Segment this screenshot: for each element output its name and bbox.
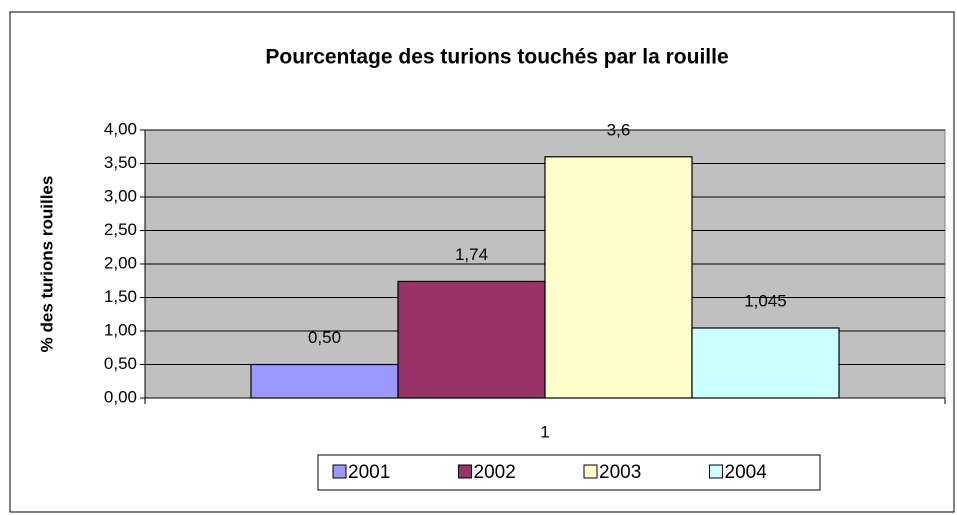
- x-tick-label: 1: [540, 422, 549, 441]
- y-tick-label: 0,50: [104, 354, 137, 373]
- y-tick-label: 1,00: [104, 320, 137, 339]
- y-tick-label: 4,00: [104, 119, 137, 138]
- legend-label: 2002: [474, 462, 516, 483]
- y-axis-label: % des turions rouilles: [37, 176, 56, 353]
- legend-swatch: [709, 464, 723, 479]
- bar: [250, 363, 399, 399]
- bar: [397, 280, 546, 399]
- y-tick-label: 3,00: [104, 186, 137, 205]
- legend-swatch: [458, 464, 472, 479]
- data-label: 1,045: [744, 291, 787, 310]
- bar: [691, 327, 840, 399]
- data-label: 3,6: [607, 120, 631, 139]
- legend-swatch: [583, 464, 598, 479]
- legend: [317, 454, 821, 491]
- chart-title: Pourcentage des turions touchés par la r…: [265, 46, 728, 69]
- legend-label: 2001: [348, 462, 390, 483]
- legend-swatch: [332, 464, 347, 479]
- y-tick-label: 3,50: [104, 153, 137, 172]
- data-label: 0,50: [308, 328, 341, 347]
- legend-label: 2004: [725, 462, 768, 483]
- y-tick-label: 2,00: [104, 253, 137, 272]
- bar: [544, 156, 693, 399]
- y-tick-label: 0,00: [104, 387, 137, 406]
- y-tick-label: 1,50: [104, 287, 137, 306]
- data-label: 1,74: [455, 245, 488, 264]
- y-tick-label: 2,50: [104, 220, 137, 239]
- legend-label: 2003: [599, 462, 641, 483]
